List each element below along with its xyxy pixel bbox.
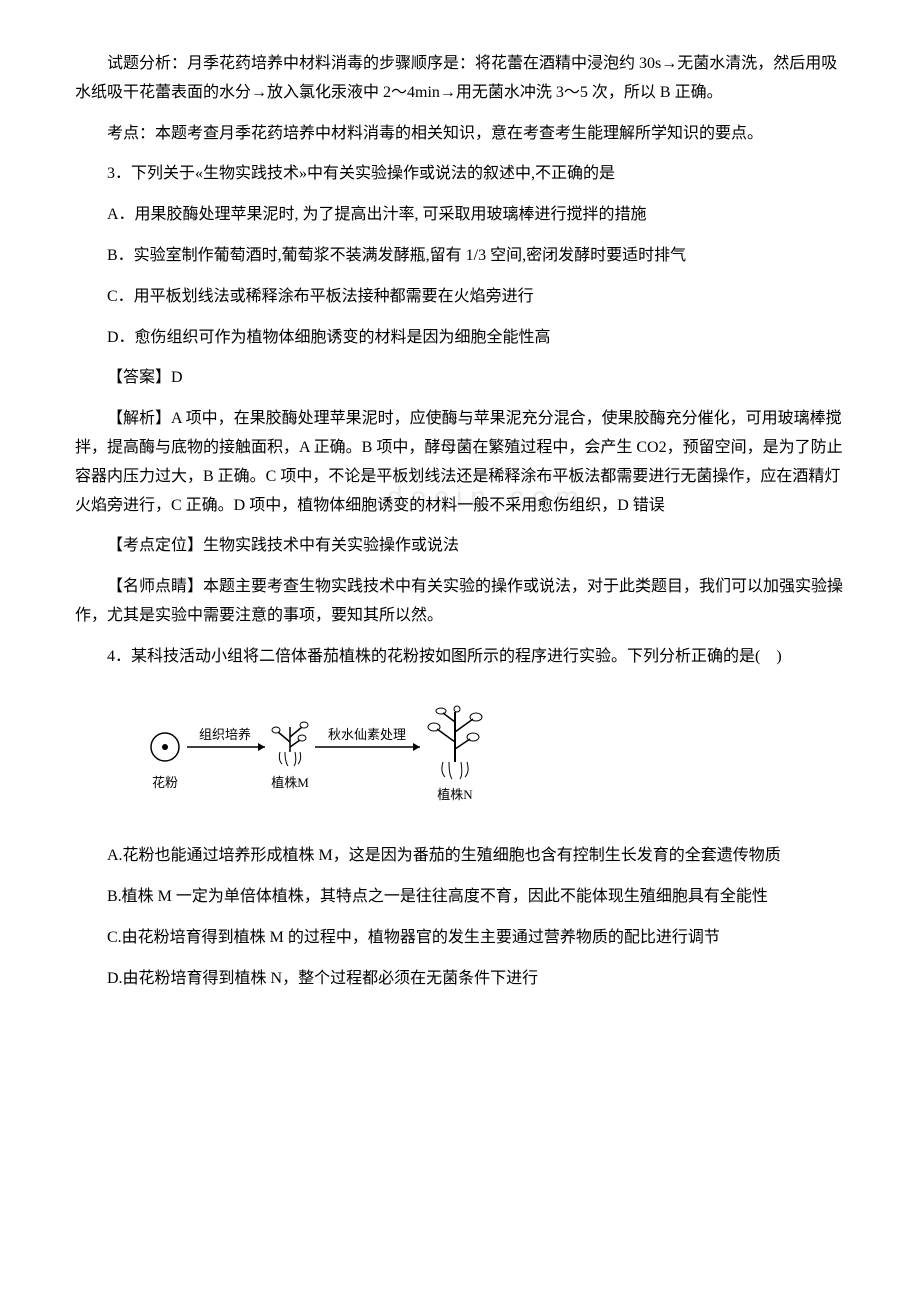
question-3-option-d: D．愈伤组织可作为植物体细胞诱变的材料是因为细胞全能性高 (75, 324, 845, 353)
diagram-plantm-label: 植株M (271, 775, 309, 790)
question-3-option-c: C．用平板划线法或稀释涂布平板法接种都需要在火焰旁进行 (75, 283, 845, 312)
question-3-stem: 3．下列关于«生物实践技术»中有关实验操作或说法的叙述中,不正确的是 (75, 160, 845, 189)
question-3-point: 【考点定位】生物实践技术中有关实验操作或说法 docin.com (75, 532, 845, 561)
analysis-paragraph-2: 考点：本题考查月季花药培养中材料消毒的相关知识，意在考查考生能理解所学知识的要点… (75, 120, 845, 149)
diagram-plantn-label: 植株N (437, 787, 473, 802)
question-4-option-b: B.植株 M 一定为单倍体植株，其特点之一是往往高度不育，因此不能体现生殖细胞具… (75, 883, 845, 912)
diagram-arrow1-label: 组织培养 (199, 727, 251, 742)
question-4-diagram: 花粉 组织培养 植株M 秋水仙素处理 (135, 687, 845, 828)
analysis-paragraph-1: 试题分析：月季花药培养中材料消毒的步骤顺序是：将花蕾在酒精中浸泡约 30s→无菌… (75, 50, 845, 108)
question-3-option-b: B．实验室制作葡萄酒时,葡萄浆不装满发酵瓶,留有 1/3 空间,密闭发酵时要适时… (75, 242, 845, 271)
question-4-option-a: A.花粉也能通过培养形成植株 M，这是因为番茄的生殖细胞也含有控制生长发育的全套… (75, 842, 845, 871)
question-4-option-c: C.由花粉培育得到植株 M 的过程中，植物器官的发生主要通过营养物质的配比进行调… (75, 924, 845, 953)
diagram-pollen-label: 花粉 (152, 775, 178, 790)
question-3-comment: 【名师点睛】本题主要考查生物实践技术中有关实验的操作或说法，对于此类题目，我们可… (75, 573, 845, 631)
question-3-option-a: A．用果胶酶处理苹果泥时, 为了提高出汁率, 可采取用玻璃棒进行搅拌的措施 (75, 201, 845, 230)
question-4-stem: 4．某科技活动小组将二倍体番茄植株的花粉按如图所示的程序进行实验。下列分析正确的… (75, 643, 845, 672)
question-3-explanation: 【解析】A 项中，在果胶酶处理苹果泥时，应使酶与苹果泥充分混合，使果胶酶充分催化… (75, 405, 845, 520)
question-3-answer: 【答案】D (75, 364, 845, 393)
question-4-option-d: D.由花粉培育得到植株 N，整个过程都必须在无菌条件下进行 (75, 965, 845, 994)
diagram-arrow2-label: 秋水仙素处理 (328, 727, 406, 742)
question-3-point-text: 【考点定位】生物实践技术中有关实验操作或说法 (107, 537, 459, 554)
